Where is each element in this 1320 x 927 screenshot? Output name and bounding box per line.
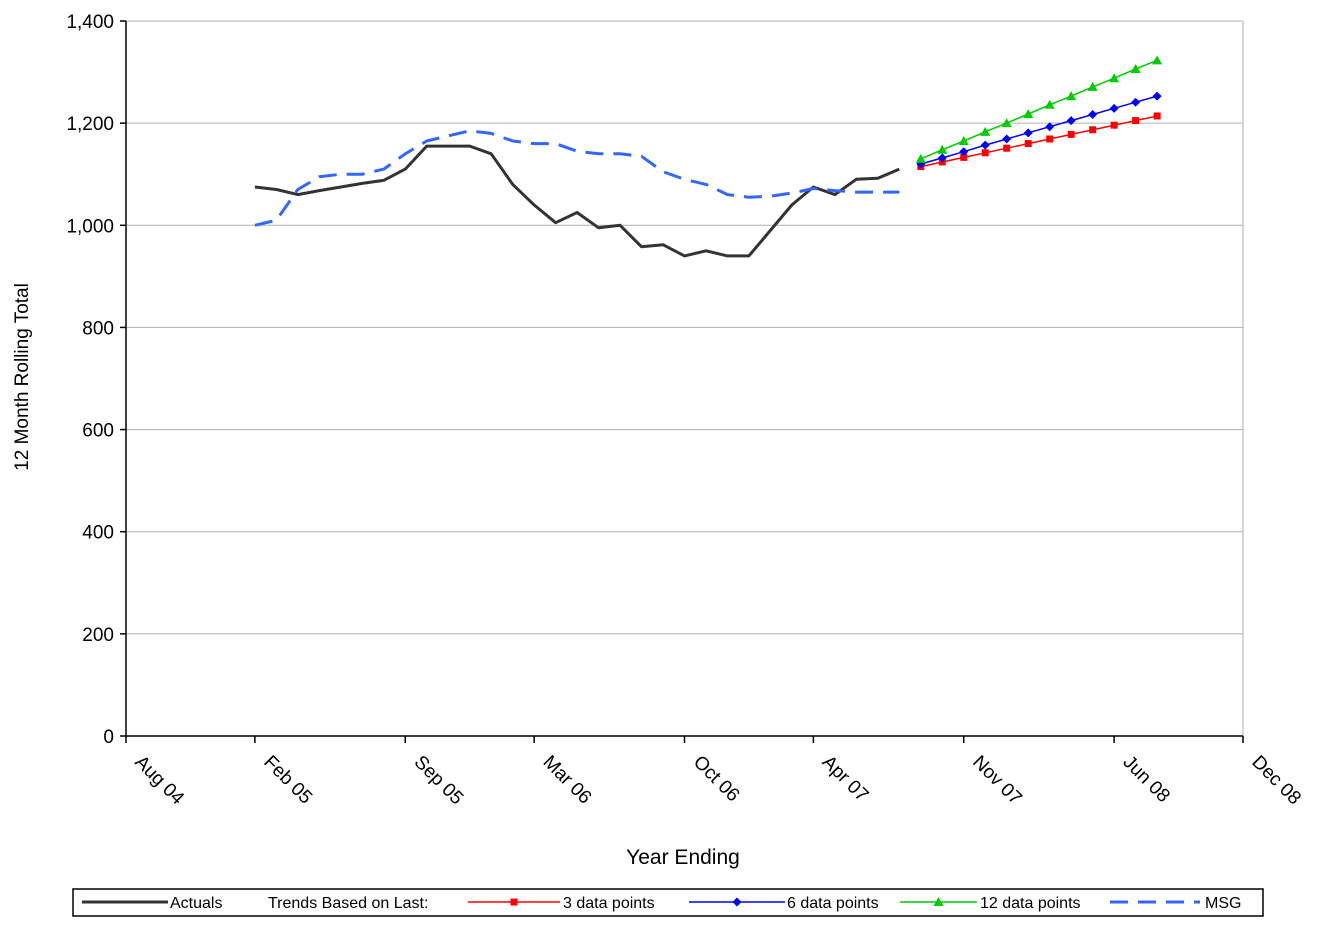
data-point (937, 144, 948, 154)
data-point (1109, 73, 1120, 83)
data-point (1152, 55, 1163, 65)
x-tick-label: Aug 04 (130, 752, 188, 810)
data-point (980, 126, 991, 136)
data-point (1001, 118, 1012, 128)
data-point (1089, 126, 1097, 134)
y-axis-title: 12 Month Rolling Total (12, 283, 33, 471)
data-point (1066, 91, 1077, 101)
gridlines (126, 20, 1244, 736)
legend-item: 3 data points (468, 895, 655, 912)
data-point (1045, 122, 1055, 132)
legend-item: 12 data points (900, 895, 1081, 912)
series-line (254, 144, 900, 258)
data-point (937, 153, 947, 163)
y-tick-label: 800 (82, 318, 114, 339)
x-tick-label: Mar 06 (539, 752, 596, 809)
data-point (980, 140, 990, 150)
y-tick-label: 600 (82, 421, 114, 442)
y-tick-label: 400 (82, 523, 114, 544)
x-tick-label: Oct 06 (689, 752, 743, 806)
series-msg (254, 129, 900, 227)
series-6-data-points (916, 91, 1162, 169)
data-point (1046, 135, 1054, 143)
data-point (981, 149, 989, 157)
legend-label: 12 data points (980, 895, 1081, 912)
x-tick-label: Sep 05 (410, 752, 467, 809)
legend-label: Actuals (170, 895, 222, 912)
legend-item: MSG (1110, 895, 1241, 912)
x-tick-label: Apr 07 (818, 752, 872, 806)
data-point (958, 136, 969, 146)
series-actuals (254, 144, 900, 258)
data-point (1044, 99, 1055, 109)
y-tick-label: 1,000 (66, 216, 114, 237)
data-point (1023, 108, 1034, 118)
legend-label: MSG (1205, 895, 1241, 912)
legend-box (72, 888, 1264, 917)
legend-items: Actuals 3 data points 6 data points 12 data… (82, 895, 1241, 912)
legend-trends-label: Trends Based on Last: (268, 895, 428, 912)
y-tick-label: 1,200 (66, 114, 114, 135)
data-point (1132, 117, 1140, 125)
y-tick-label: 200 (82, 625, 114, 646)
x-tick-label: Nov 07 (968, 752, 1025, 809)
axes (120, 20, 1244, 743)
data-point (1110, 121, 1118, 129)
data-point (1109, 103, 1119, 113)
x-tick-label: Feb 05 (259, 752, 316, 809)
legend-swatch-marker (732, 897, 742, 907)
data-point (1088, 109, 1098, 119)
data-point (1066, 116, 1076, 126)
data-point (1152, 91, 1162, 101)
data-point (1131, 97, 1141, 107)
series-line (254, 129, 900, 227)
legend-label: 3 data points (563, 895, 655, 912)
x-tick-label: Jun 08 (1119, 752, 1174, 807)
data-point (1153, 112, 1161, 120)
data-point (1130, 64, 1141, 74)
data-point (1087, 81, 1098, 91)
legend-item: Actuals (82, 895, 222, 912)
tick-labels: 0 200 400 600 800 1,000 1,200 1,400 Aug 04 Feb 05… (66, 12, 1304, 809)
data-point (960, 153, 968, 161)
legend-label: 6 data points (787, 895, 879, 912)
data-point (959, 147, 969, 157)
y-tick-label: 1,400 (66, 12, 114, 33)
data-point (915, 153, 926, 163)
data-point (1002, 134, 1012, 144)
legend-item: 6 data points (689, 895, 879, 912)
legend: Actuals 3 data points 6 data points 12 data… (72, 888, 1264, 917)
series (254, 55, 1163, 258)
data-point (1003, 144, 1011, 152)
series-line (920, 95, 1158, 165)
legend-swatch-marker (933, 897, 944, 906)
data-point (1024, 140, 1032, 148)
y-tick-label: 0 (103, 727, 114, 748)
series-12-data-points (915, 55, 1163, 163)
data-point (1067, 130, 1075, 138)
series-line (920, 115, 1158, 168)
x-tick-label: Dec 08 (1247, 752, 1304, 809)
legend-swatch-marker (510, 898, 518, 906)
series-line (920, 59, 1158, 160)
series-3-data-points (917, 112, 1161, 171)
x-axis-title: Year Ending (626, 846, 740, 869)
data-point (1023, 128, 1033, 138)
